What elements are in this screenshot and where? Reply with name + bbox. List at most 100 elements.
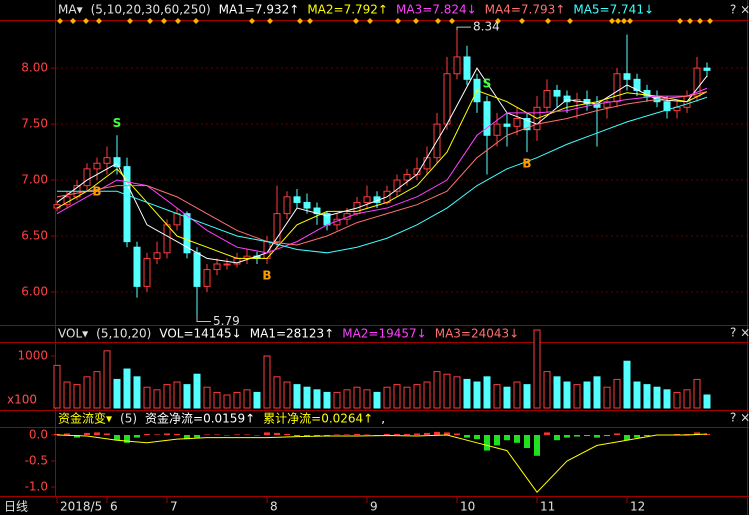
y-tick-label: 1000 (17, 349, 48, 363)
panel-controls[interactable]: ? × (730, 3, 749, 17)
candle-body (463, 56, 471, 80)
volume-bar (73, 384, 81, 409)
legend-item: VOL=14145↓ (159, 327, 241, 341)
ma-line (56, 87, 708, 254)
x-tick-label: 12 (630, 500, 645, 514)
annotation: 8.34 (473, 20, 500, 34)
volume-bar (183, 384, 191, 409)
candle-body (283, 196, 291, 215)
signal-diamond (297, 18, 303, 24)
flow-bar (484, 435, 490, 451)
candle-body (123, 166, 131, 243)
flow-bar (614, 433, 620, 436)
signal-diamond (677, 18, 683, 24)
candle-body (633, 78, 641, 92)
flow-bar (524, 435, 530, 449)
signal-diamond (353, 18, 359, 24)
volume-bar (63, 381, 71, 409)
volume-bar (133, 376, 141, 409)
volume-bar (313, 389, 321, 409)
period-label[interactable]: 日线 (4, 500, 28, 514)
flow-bar (464, 435, 470, 438)
volume-bar (583, 381, 591, 409)
signal-diamond (567, 18, 573, 24)
candle-body (183, 213, 191, 254)
signal-diamond (193, 18, 199, 24)
candle-body (103, 157, 111, 164)
candle-body (173, 213, 181, 226)
volume-bar (603, 386, 611, 409)
signal-diamond (687, 18, 693, 24)
volume-bar (633, 381, 641, 409)
volume-bar (643, 384, 651, 409)
candle-body (293, 196, 301, 203)
volume-bar (453, 376, 461, 409)
y-tick-label: -0.5 (25, 454, 48, 468)
flow-bar (284, 433, 290, 436)
flow-bar (234, 434, 240, 436)
volume-bar (673, 391, 681, 409)
signal: B (92, 185, 101, 199)
candle-body (223, 263, 231, 266)
panel-controls[interactable]: ? × (730, 411, 749, 425)
annotation-leader (456, 26, 471, 31)
volume-bar (163, 384, 171, 409)
flow-bar (144, 433, 150, 436)
volume-bar (593, 376, 601, 409)
candle-body (113, 157, 121, 168)
y-tick-label: 6.50 (21, 229, 48, 243)
flow-bar (394, 433, 400, 436)
flow-bar (354, 433, 360, 436)
signal-diamond (519, 18, 525, 24)
panel-controls[interactable]: ? × (730, 326, 749, 340)
signal-diamond (609, 18, 615, 24)
volume-bar (83, 376, 91, 409)
flow-bar (554, 435, 560, 441)
signal: B (262, 269, 271, 283)
flow-line (56, 433, 708, 493)
annotation-leader (196, 315, 211, 322)
legend-item: MA▾ (58, 3, 83, 17)
flow-bar (194, 435, 200, 438)
volume-bar (493, 384, 501, 409)
candle-body (513, 117, 521, 127)
volume-bar (573, 384, 581, 409)
signal-diamond (395, 18, 401, 24)
flow-bar (644, 435, 650, 437)
candle-body (483, 101, 491, 136)
legend-item: MA5=7.741↓ (573, 3, 654, 17)
candle-body (203, 269, 211, 287)
x-tick-label: 6 (110, 500, 118, 514)
candle-body (443, 73, 451, 125)
volume-bar (383, 386, 391, 409)
volume-bar (483, 376, 491, 409)
candle-body (213, 263, 221, 271)
volume-bar (503, 386, 511, 409)
flow-bar (474, 435, 480, 440)
volume-bar (423, 381, 431, 409)
x-tick-label: 7 (170, 500, 178, 514)
flow-bar (364, 434, 370, 436)
flow-bar (404, 433, 410, 436)
flow-bar (344, 434, 350, 436)
x-tick-label: 9 (370, 500, 378, 514)
volume-bar (403, 386, 411, 409)
flow-bar (154, 434, 160, 436)
volume-bar (333, 391, 341, 409)
candle-body (403, 173, 411, 181)
flow-bar (454, 433, 460, 436)
flow-bar (244, 434, 250, 436)
volume-bar (523, 384, 531, 409)
candle-body (543, 90, 551, 108)
signal-diamond (367, 18, 373, 24)
volume-bar (193, 373, 201, 409)
flow-bar (514, 435, 520, 443)
candle-body (493, 123, 501, 136)
legend-item: 资金流变▾ (58, 411, 112, 426)
signal-diamond (96, 18, 102, 24)
flow-bar (84, 432, 90, 436)
volume-bar (93, 371, 101, 409)
signal-diamond (161, 18, 167, 24)
volume-bar (533, 329, 541, 409)
candle-body (363, 196, 371, 203)
